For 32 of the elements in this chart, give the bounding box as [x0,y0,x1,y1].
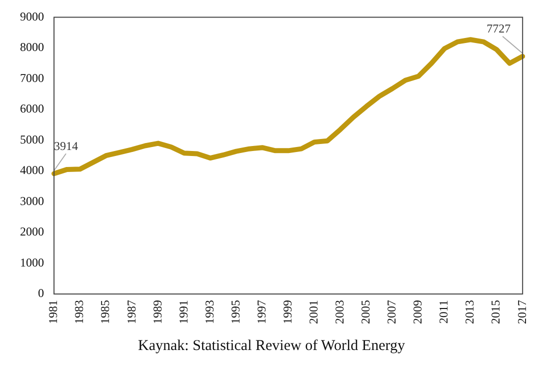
x-tick-label: 2003 [332,300,347,324]
y-tick-label: 3000 [20,194,44,208]
x-tick-label: 1987 [124,300,138,324]
x-tick-label: 2009 [410,300,425,324]
x-tick-label: 1997 [254,300,268,324]
y-tick-label: 9000 [20,9,44,24]
x-tick-label: 2013 [462,300,477,324]
x-tick-label: 1991 [176,300,190,324]
x-tick-label: 1989 [150,300,164,324]
x-tick-label: 1983 [72,300,86,324]
y-tick-label: 5000 [20,132,44,146]
x-tick-label: 1999 [280,300,294,324]
y-tick-label: 0 [38,286,44,300]
y-tick-label: 6000 [20,102,44,116]
y-tick-label: 7000 [20,70,44,85]
data-label: 7727 [486,22,511,36]
y-tick-label: 1000 [20,255,44,270]
y-tick-label: 2000 [20,224,44,239]
x-tick-label: 1981 [46,300,60,324]
x-tick-label: 2015 [488,300,503,324]
x-tick-label: 1995 [228,300,242,324]
x-tick-label: 1993 [202,300,216,324]
x-tick-label: 2017 [514,300,529,324]
y-tick-label: 4000 [20,163,44,178]
x-tick-label: 1985 [98,300,112,324]
x-tick-label: 2005 [358,300,373,324]
x-tick-label: 2001 [306,300,320,324]
data-label: 3914 [54,138,78,153]
y-tick-label: 8000 [20,40,44,54]
x-tick-label: 2011 [436,300,451,324]
text: Kaynak: Statistical Review of World Energy [137,338,406,355]
x-tick-label: 2007 [384,300,399,324]
